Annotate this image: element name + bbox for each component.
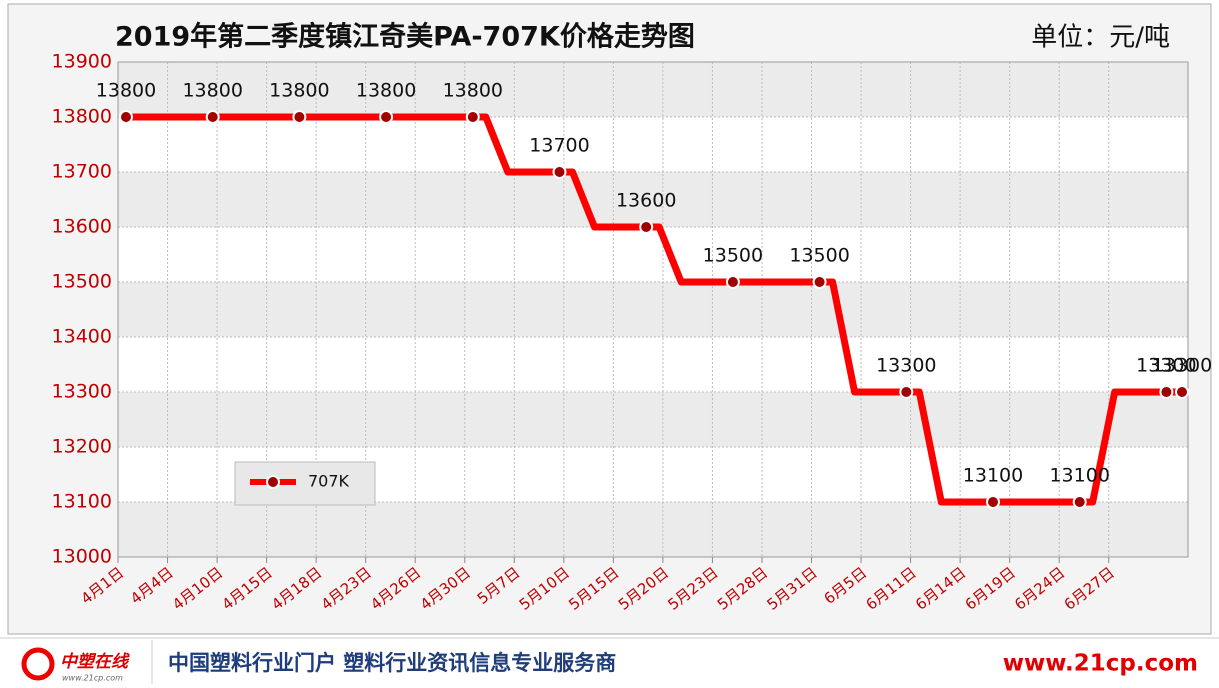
y-tick-label: 13000 [52,546,112,568]
y-tick-label: 13700 [52,161,112,183]
legend-marker [266,475,280,489]
legend-label: 707K [308,472,350,491]
plot-band [118,282,1188,337]
data-label: 13300 [1136,355,1196,377]
footer-site: www.21cp.com [1003,651,1198,677]
plot-border [117,61,1189,558]
y-tick-label: 13400 [52,326,112,348]
data-label: 13800 [269,80,329,102]
y-tick-label: 13800 [52,106,112,128]
data-label: 13700 [529,135,589,157]
data-point [1159,385,1174,399]
footer-logo-url: www.21cp.com [62,674,123,683]
data-label: 13300 [1152,355,1212,377]
unit-label: 单位：元/吨 [1031,23,1170,53]
footer-slogan: 中国塑料行业门户 塑料行业资讯信息专业服务商 [168,651,616,675]
plot-band [118,337,1188,392]
data-point [292,110,307,124]
data-label: 13800 [356,80,416,102]
y-tick-label: 13100 [52,491,112,513]
data-point [725,275,740,289]
y-tick-label: 13500 [52,271,112,293]
data-label: 13100 [963,465,1023,487]
plot-band [118,227,1188,282]
plot: 13000 13100 13200 13300 13400 13500 13600 13700… [52,51,1213,614]
footer-bar [0,638,1219,684]
data-point [1175,385,1189,399]
logo-icon [21,647,55,681]
legend: 707K [234,461,376,506]
data-point [119,110,133,124]
plot-band [118,117,1188,172]
data-point [205,110,220,124]
plot-band [118,392,1188,447]
data-point [899,385,914,399]
data-point [812,275,827,289]
y-tick-label: 13200 [52,436,112,458]
data-point [379,110,394,124]
plot-band [118,502,1188,557]
data-label: 13100 [1049,465,1109,487]
data-label: 13800 [443,80,503,102]
y-tick-label: 13600 [52,216,112,238]
y-tick-label: 13300 [52,381,112,403]
data-label: 13300 [876,355,936,377]
chart-title: 2019年第二季度镇江奇美PA-707K价格走势图 [115,21,695,53]
data-point [986,495,1000,509]
data-label: 13500 [703,245,763,267]
footer-logo: 中塑在线 [60,652,130,672]
data-label: 13800 [96,80,156,102]
data-point [465,110,480,124]
data-label: 13800 [182,80,242,102]
data-point [639,220,654,234]
data-point [1072,495,1087,509]
data-label: 13500 [789,245,849,267]
data-point [552,165,567,179]
y-tick-label: 13900 [52,51,112,73]
data-label: 13600 [616,190,676,212]
